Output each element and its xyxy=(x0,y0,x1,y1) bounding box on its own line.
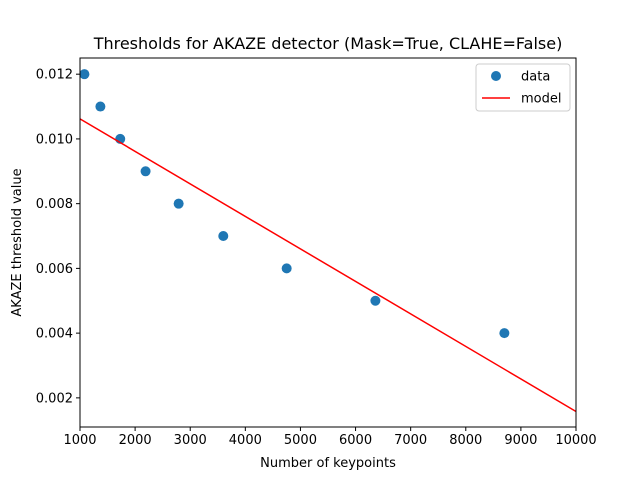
plot-area xyxy=(79,69,577,413)
x-tick-label: 10000 xyxy=(555,433,596,448)
data-point xyxy=(281,263,292,274)
y-tick-label: 0.012 xyxy=(36,68,73,83)
x-tick-label: 2000 xyxy=(119,433,152,448)
y-tick-label: 0.006 xyxy=(36,262,73,277)
data-point xyxy=(370,295,381,306)
y-tick-label: 0.010 xyxy=(36,132,73,147)
axes: 1000 2000 3000 4000 5000 6000 7000 8000 9000 1000… xyxy=(36,68,597,448)
x-tick-label: 3000 xyxy=(174,433,207,448)
legend: data model xyxy=(475,63,571,112)
y-tick-label: 0.002 xyxy=(36,391,73,406)
series-line-model xyxy=(79,118,577,413)
data-point xyxy=(499,328,510,339)
x-tick-label: 8000 xyxy=(449,433,482,448)
legend-swatch-data xyxy=(491,71,501,81)
data-point xyxy=(140,166,151,177)
chart-title: Thresholds for AKAZE detector (Mask=True… xyxy=(93,34,563,53)
x-tick-label: 9000 xyxy=(504,433,537,448)
legend-label: data xyxy=(521,70,550,85)
data-point xyxy=(173,198,184,209)
x-tick-label: 5000 xyxy=(284,433,317,448)
data-point xyxy=(218,231,229,242)
x-tick-label: 7000 xyxy=(394,433,427,448)
y-tick-label: 0.004 xyxy=(36,327,73,342)
x-axis-label: Number of keypoints xyxy=(260,456,396,471)
data-point xyxy=(79,69,90,80)
legend-label: model xyxy=(521,92,561,107)
y-axis-label: AKAZE threshold value xyxy=(10,168,25,316)
plot-frame xyxy=(79,57,577,428)
data-point xyxy=(95,101,106,112)
y-tick-label: 0.008 xyxy=(36,197,73,212)
x-tick-label: 1000 xyxy=(63,433,96,448)
x-tick-label: 4000 xyxy=(229,433,262,448)
x-tick-label: 6000 xyxy=(339,433,372,448)
